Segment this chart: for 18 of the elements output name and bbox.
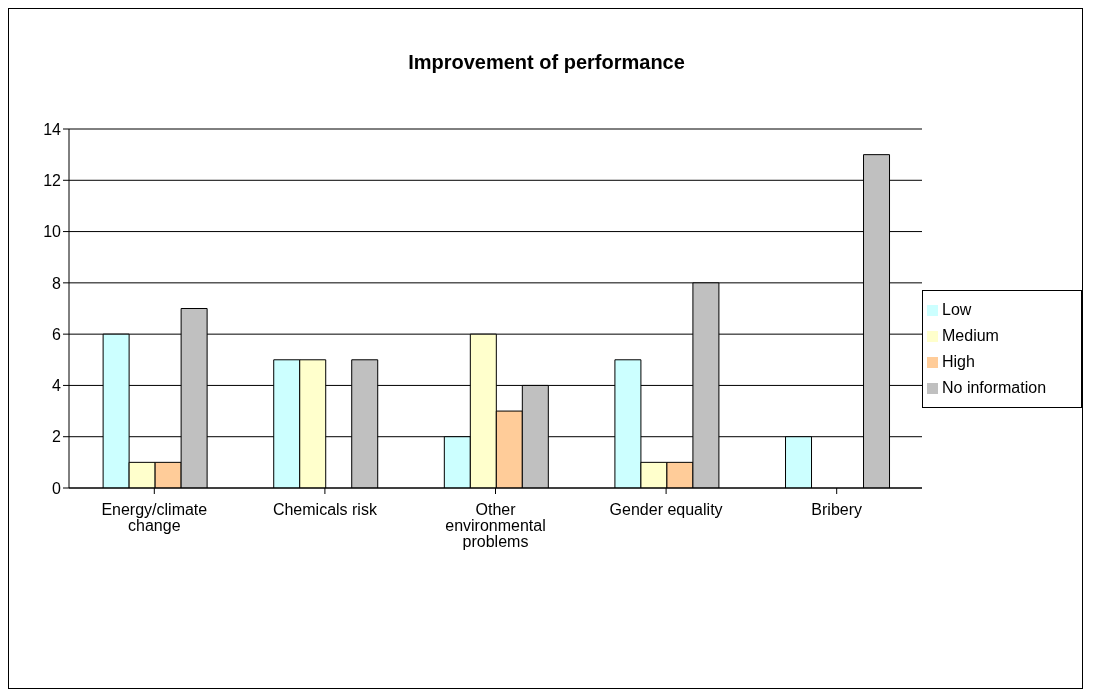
- y-tick-label: 12: [43, 171, 62, 189]
- y-tick-label: 10: [43, 223, 62, 241]
- y-tick-label: 2: [52, 428, 62, 446]
- y-tick-label: 4: [52, 377, 62, 395]
- y-tick-label: 8: [52, 274, 62, 292]
- legend-label: Low: [942, 300, 972, 318]
- x-tick-label: Other environmental problems: [445, 501, 546, 551]
- y-tick-label: 6: [52, 325, 62, 343]
- x-tick-label: Gender equality: [609, 501, 723, 519]
- y-tick-label: 0: [52, 479, 62, 497]
- legend-label: High: [942, 352, 975, 370]
- legend-label: Medium: [942, 326, 999, 344]
- x-tick-label: Chemicals risk: [272, 501, 378, 519]
- chart-title: Improvement of performance: [407, 51, 686, 74]
- y-tick-label: 14: [43, 120, 62, 138]
- x-tick-label: Energy/climate change: [101, 501, 208, 535]
- legend-label: No information: [942, 378, 1047, 396]
- x-tick-label: Bribery: [811, 501, 863, 519]
